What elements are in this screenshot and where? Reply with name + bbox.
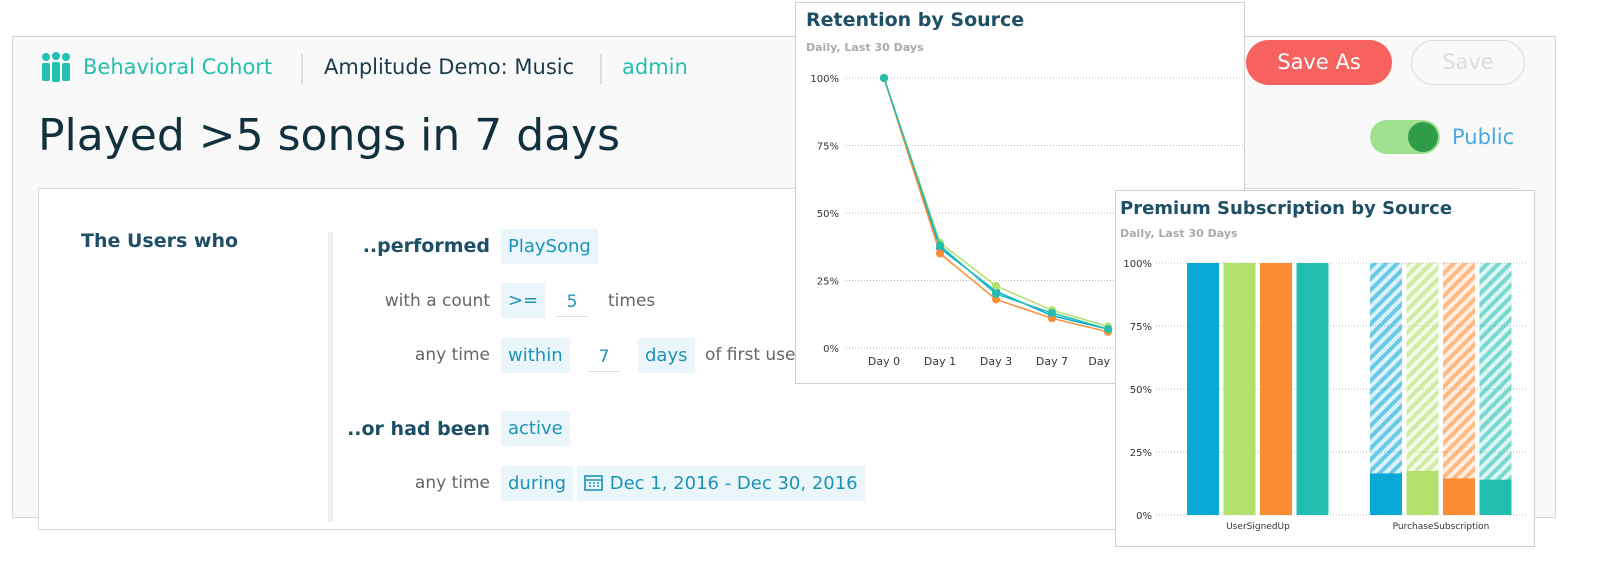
save-button[interactable]: Save	[1411, 40, 1525, 85]
y-tick-label: 0%	[823, 344, 839, 355]
calendar-icon	[584, 475, 603, 491]
operator-chip[interactable]: >=	[501, 283, 546, 318]
row-text: times	[608, 291, 656, 311]
count-input[interactable]: 5	[557, 292, 587, 317]
y-tick-label: 100%	[810, 74, 839, 85]
data-point	[1048, 308, 1056, 317]
bar	[1223, 263, 1256, 515]
clause-label: ..performed	[362, 235, 490, 257]
premium-card: Premium Subscription by Source Daily, Las…	[1115, 190, 1535, 547]
row-label: with a count	[384, 291, 490, 311]
property-chip[interactable]: active	[501, 411, 570, 446]
x-tick-label: Day 7	[1036, 355, 1068, 368]
date-range-chip[interactable]: Dec 1, 2016 - Dec 30, 2016	[577, 466, 865, 501]
data-point	[880, 74, 888, 82]
x-tick-label: Day 1	[924, 355, 956, 368]
event-chip[interactable]: PlaySong	[501, 229, 598, 264]
y-tick-label: 75%	[817, 142, 839, 153]
dropoff-bar	[1443, 263, 1475, 515]
x-tick-label: Day 3	[980, 355, 1012, 368]
cohort-icon	[42, 52, 70, 82]
row-label: any time	[414, 473, 490, 493]
x-tick-label: UserSignedUp	[1226, 522, 1290, 532]
y-tick-label: 25%	[817, 277, 839, 288]
product-name[interactable]: Behavioral Cohort	[83, 55, 273, 79]
data-point	[936, 241, 944, 250]
save-as-button[interactable]: Save As	[1246, 40, 1392, 85]
timing-chip[interactable]: during	[501, 466, 574, 501]
data-point	[992, 281, 1000, 290]
y-tick-label: 50%	[817, 209, 839, 220]
separator	[600, 54, 602, 84]
y-tick-label: 100%	[1123, 259, 1152, 270]
cohort-label: The Users who	[81, 230, 239, 252]
chart-title: Premium Subscription by Source	[1120, 198, 1452, 219]
unit-chip[interactable]: days	[638, 338, 695, 373]
row-label: any time	[414, 345, 490, 365]
visibility-toggle[interactable]	[1370, 120, 1440, 154]
data-point	[1104, 325, 1112, 334]
y-tick-label: 50%	[1130, 385, 1152, 396]
chart-subtitle: Daily, Last 30 Days	[1120, 227, 1238, 240]
bar	[1370, 473, 1402, 515]
x-tick-label: PurchaseSubscription	[1393, 522, 1490, 532]
days-input[interactable]: 7	[589, 347, 619, 372]
retention-chart: Retention by Source Daily, Last 30 Days 0%…	[806, 9, 1244, 368]
dropoff-bar	[1370, 263, 1402, 515]
bar	[1187, 263, 1219, 515]
data-point	[992, 290, 1000, 298]
premium-chart: Premium Subscription by Source Daily, Las…	[1120, 198, 1526, 532]
x-tick-label: Day 0	[868, 355, 900, 368]
row-text: of first use	[705, 345, 796, 365]
separator	[301, 54, 303, 84]
cohort-title: Played >5 songs in 7 days	[38, 110, 621, 161]
bar	[1296, 263, 1329, 515]
clause-label: ..or had been	[347, 418, 490, 440]
user-name[interactable]: admin	[622, 55, 688, 79]
y-tick-label: 0%	[1136, 511, 1152, 522]
divider	[328, 232, 333, 522]
timing-chip[interactable]: within	[501, 338, 570, 373]
visibility-label: Public	[1452, 125, 1515, 149]
bar	[1479, 479, 1512, 515]
y-tick-label: 75%	[1130, 322, 1152, 333]
bar	[1260, 263, 1292, 515]
data-point	[936, 249, 944, 258]
dropoff-bar	[1479, 263, 1512, 515]
chart-title: Retention by Source	[806, 9, 1024, 31]
date-range: Dec 1, 2016 - Dec 30, 2016	[609, 473, 858, 494]
bar	[1406, 470, 1439, 515]
chart-subtitle: Daily, Last 30 Days	[806, 41, 924, 54]
project-name[interactable]: Amplitude Demo: Music	[324, 55, 575, 79]
bar	[1443, 478, 1475, 515]
y-tick-label: 25%	[1130, 448, 1152, 459]
